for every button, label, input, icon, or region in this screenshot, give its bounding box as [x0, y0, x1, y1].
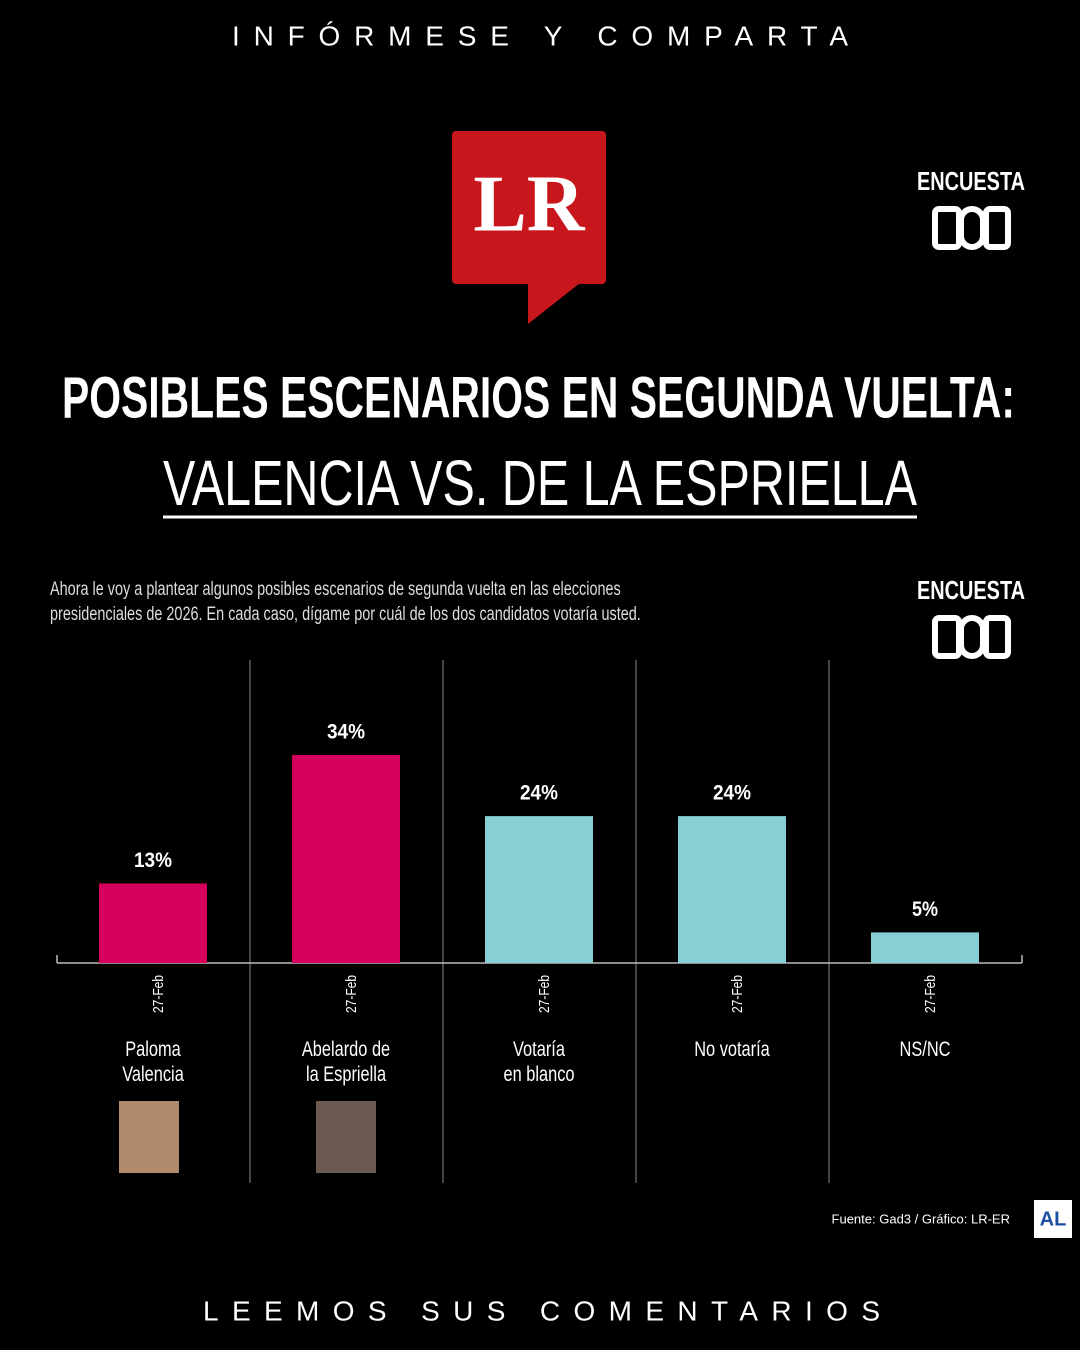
category-label: Paloma Valencia [122, 1038, 184, 1086]
date-label: 27-Feb [150, 975, 167, 1013]
value-label: 13% [134, 849, 172, 872]
bar [99, 883, 207, 963]
al-logo [1034, 1200, 1072, 1238]
dividers [249, 660, 830, 1183]
subtitle: VALENCIA VS. DE LA ESPRIELLA [163, 447, 917, 519]
lr-logo: LR [452, 131, 606, 324]
bar [678, 816, 786, 963]
date-label: 27-Feb [729, 975, 746, 1013]
al-logo-text: AL [1040, 1208, 1067, 1230]
date-label: 27-Feb [536, 975, 553, 1013]
rcn-logo [932, 615, 1011, 659]
value-label: 34% [327, 720, 365, 743]
badge: ENCUESTA [917, 575, 1025, 605]
category-label: No votaría [694, 1038, 770, 1061]
source: Fuente: Gad3 / Gráfico: LR-ER [832, 1211, 1010, 1226]
badge: ENCUESTA [917, 166, 1025, 196]
value-label: 24% [713, 782, 751, 805]
category-label: NS/NC [899, 1038, 951, 1061]
logo-text: LR [473, 160, 585, 248]
rcn-logo [932, 206, 1011, 250]
value-label: 5% [912, 898, 938, 921]
header: INFÓRMESE Y COMPARTA [232, 20, 848, 51]
category-label: Votaría en blanco [503, 1038, 575, 1086]
date-label: 27-Feb [343, 975, 360, 1013]
photo [316, 1101, 376, 1173]
bar [485, 816, 593, 963]
bar [292, 754, 400, 963]
question: Ahora le voy a plantear algunos posibles… [50, 579, 641, 625]
footer: LEEMOS SUS COMENTARIOS [203, 1295, 880, 1326]
category-label: Abelardo de la Espriella [301, 1038, 391, 1086]
title: POSIBLES ESCENARIOS EN SEGUNDA VUELTA: [62, 365, 1015, 430]
date-label: 27-Feb [922, 975, 939, 1013]
bar [871, 932, 979, 963]
value-label: 24% [520, 782, 558, 805]
photo [119, 1101, 179, 1173]
